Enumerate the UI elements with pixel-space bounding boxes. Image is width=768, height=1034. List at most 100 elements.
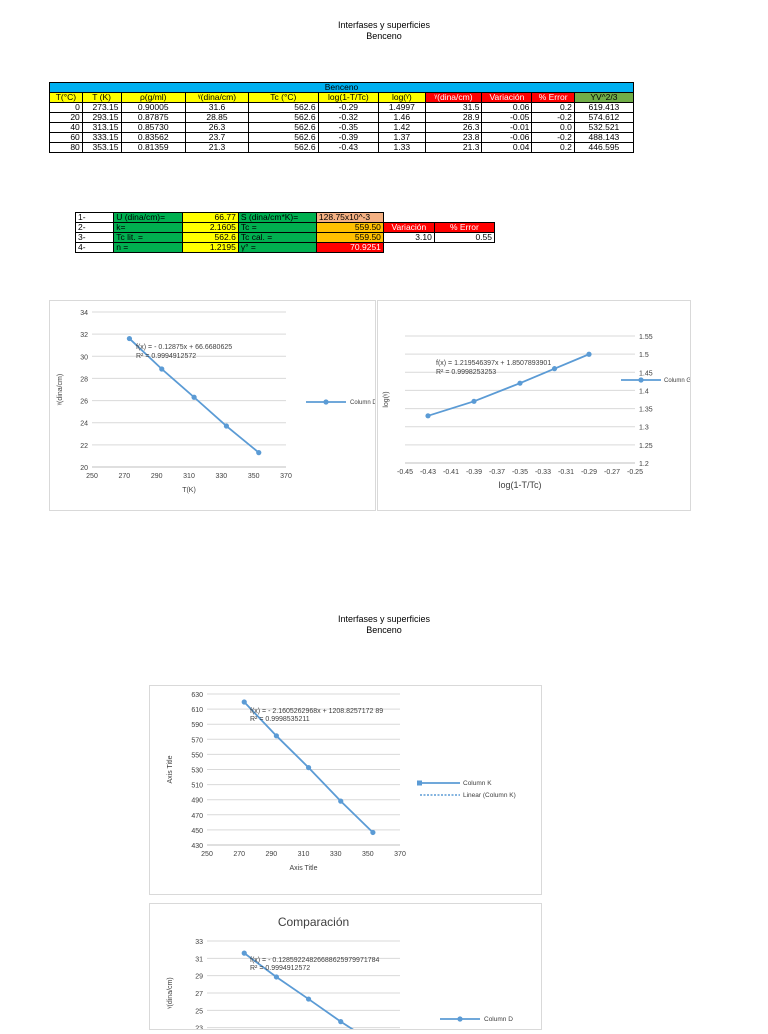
table-header-cell: log(ᵞ) — [378, 92, 426, 103]
table-cell: 28.85 — [184, 112, 250, 123]
table-cell: 0.04 — [481, 142, 533, 153]
r-squared: R² = 0.9994912572 — [136, 353, 196, 360]
data-point — [338, 1019, 344, 1025]
results-cell: 1.2195 — [181, 242, 239, 253]
data-point — [223, 423, 230, 429]
data-point — [425, 413, 431, 419]
table-cell: 1.4997 — [378, 102, 426, 113]
x-tick-label: 370 — [280, 473, 292, 480]
table-cell: -0.35 — [317, 122, 380, 133]
data-point — [305, 764, 312, 771]
y-tick-label: 630 — [191, 692, 203, 699]
x-tick-label: -0.45 — [397, 469, 413, 476]
table-cell: 0.83562 — [120, 132, 186, 143]
chart-log: 1.2 1.25 1.3 1.35 1.4 1.45 1.5 1.55 -0.45 -0.43 -0… — [383, 334, 691, 490]
x-tick-label: 350 — [248, 473, 260, 480]
table-cell: 23.8 — [424, 132, 483, 143]
results-cell: Tc lit. = — [113, 232, 183, 243]
table-cell: 1.42 — [378, 122, 426, 133]
x-tick-label: 370 — [394, 851, 406, 858]
y-tick-label: 1.5 — [639, 352, 649, 359]
results-cell: 0.55 — [433, 232, 496, 243]
results-cell: 1- — [74, 212, 115, 223]
table-cell: -0.06 — [481, 132, 533, 143]
table-cell: 488.143 — [573, 132, 635, 143]
table-cell: 562.6 — [248, 142, 319, 153]
y-tick-label: 510 — [191, 783, 203, 790]
legend-label: Column G — [664, 378, 690, 384]
table-cell: 562.6 — [248, 132, 319, 143]
data-table: Benceno T(°C) T (K) ρ(g/ml) ᵞ(dina/cm) Tc (°… — [49, 82, 635, 153]
results-row: 3- Tc lit. = 562.6 Tc cal. = 559.50 3.10 0.55 — [74, 232, 496, 243]
results-cell: γ° = — [237, 242, 317, 253]
results-row: 2- k= 2.1605 Tc = 559.50 Variación% Error — [74, 222, 496, 233]
table-cell: 26.3 — [184, 122, 250, 133]
chart-surface-tension: 20 22 24 26 28 30 32 34 250 270 290 310 330 350 370 T(K… — [57, 310, 377, 494]
table-cell: 1.37 — [378, 132, 426, 143]
y-tick-label: 1.2 — [639, 461, 649, 468]
y-tick-label: 590 — [191, 722, 203, 729]
results-cell: U (dina/cm)= — [113, 212, 183, 223]
data-point — [273, 733, 279, 739]
x-axis-label: T(K) — [182, 487, 196, 494]
r-squared: R² = 0.9994912572 — [250, 965, 310, 972]
table-header-row: T(°C) T (K) ρ(g/ml) ᵞ(dina/cm) Tc (°C) log(1-… — [49, 92, 635, 103]
table-cell: -0.2 — [531, 132, 575, 143]
y-tick-label: 570 — [191, 737, 203, 744]
y-tick-label: 23 — [195, 1026, 203, 1029]
data-point — [471, 398, 477, 404]
y-tick-label: 22 — [80, 443, 88, 450]
x-tick-label: -0.41 — [443, 469, 459, 476]
results-cell: Tc = — [237, 222, 317, 233]
results-cell: 559.50 — [315, 232, 384, 243]
results-cell — [434, 213, 494, 223]
y-tick-label: 33 — [195, 939, 203, 946]
data-point — [517, 380, 523, 386]
table-header-cell: log(1-T/Tc) — [317, 92, 380, 103]
results-cell: 70.9251 — [315, 242, 384, 253]
table-header-cell: T(°C) — [49, 92, 83, 103]
results-cell: k= — [113, 222, 183, 233]
y-tick-label: 470 — [191, 813, 203, 820]
results-cell: n = — [113, 242, 183, 253]
results-cell: 562.6 — [181, 232, 239, 243]
results-cell: 66.77 — [181, 212, 239, 223]
table-header-cell: ᵞ(dina/cm) — [424, 92, 483, 103]
results-cell: S (dina/cm*K)= — [237, 212, 317, 223]
results-row: 1- U (dina/cm)= 66.77 S (dina/cm*K)= 128.75x… — [74, 212, 495, 223]
y-tick-label: 530 — [191, 768, 203, 775]
table-cell: -0.39 — [317, 132, 380, 143]
y-tick-label: 1.45 — [639, 370, 653, 377]
legend-marker — [417, 780, 422, 786]
table-header-cell: YV^2/3 — [573, 92, 635, 103]
data-point — [126, 335, 133, 342]
x-tick-label: -0.43 — [420, 469, 436, 476]
x-tick-label: 250 — [201, 851, 213, 858]
table-cell: 619.413 — [573, 102, 635, 113]
x-tick-label: -0.35 — [512, 469, 528, 476]
x-tick-label: 330 — [330, 851, 342, 858]
y-axis-label: Axis Title — [167, 755, 174, 783]
table-cell: 0.0 — [531, 122, 575, 133]
legend-label: Column D — [484, 1016, 513, 1023]
y-tick-label: 550 — [191, 752, 203, 759]
table-header-cell: % Error — [531, 92, 575, 103]
results-cell — [383, 213, 434, 223]
y-tick-label: 32 — [80, 332, 88, 339]
table-cell: -0.43 — [317, 142, 380, 153]
table-header-cell: ᵞ(dina/cm) — [184, 92, 250, 103]
table-cell: 353.15 — [81, 142, 122, 153]
legend-marker — [638, 377, 644, 383]
table-cell: 0.2 — [531, 102, 575, 113]
y-tick-label: 1.35 — [639, 407, 653, 414]
trendline-equation: f(x) = - 0.12875x + 66.6680625 — [136, 344, 232, 351]
table-row: 40 313.15 0.85730 26.3 562.6 -0.35 1.42 26.3 -0.… — [49, 122, 635, 133]
legend-label: Column K — [463, 780, 492, 787]
table-cell: 60 — [49, 132, 83, 143]
table-cell: 562.6 — [248, 112, 319, 123]
legend-label: Column D — [350, 400, 375, 406]
table-header-cell: ρ(g/ml) — [120, 92, 186, 103]
y-tick-label: 1.3 — [639, 425, 649, 432]
y-tick-label: 30 — [80, 354, 88, 361]
chart-panel-yv: 430 450 470 490 510 530 550 570 590 610 630 250 270 2… — [149, 685, 542, 895]
